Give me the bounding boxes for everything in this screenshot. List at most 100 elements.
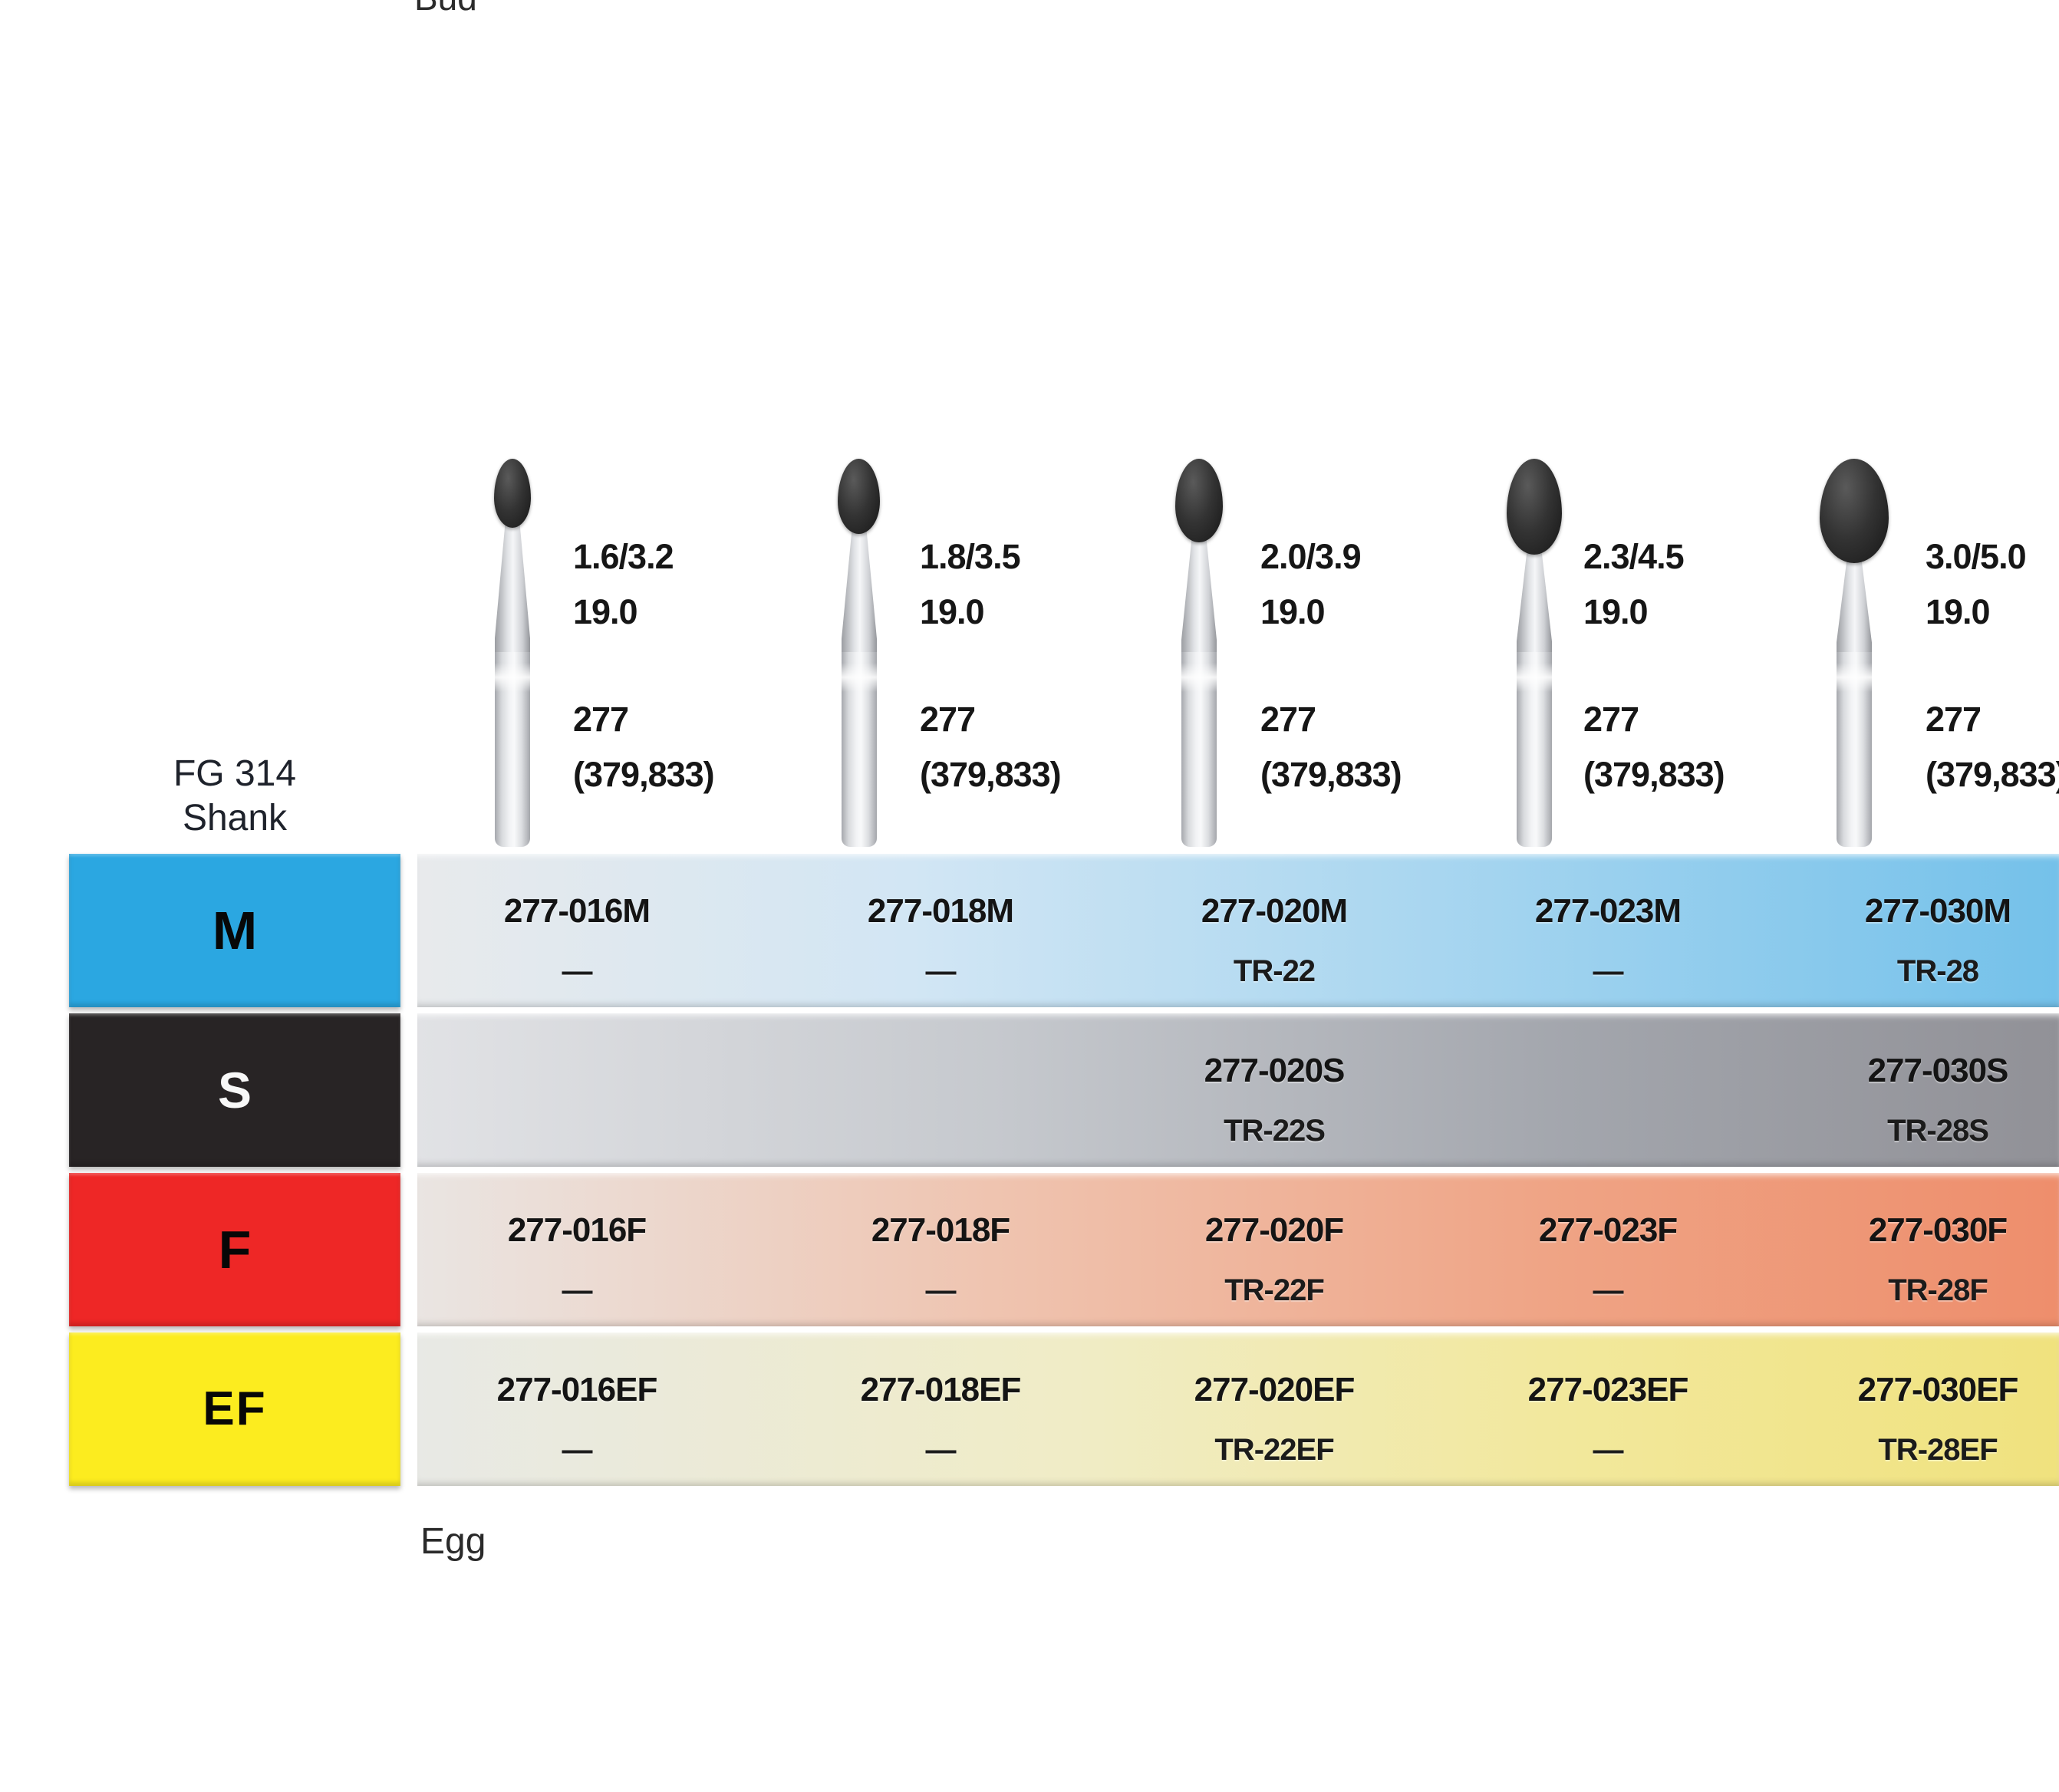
catalog-cell: 277-016F — <box>431 1173 723 1326</box>
catalog-number: 277-023EF <box>1527 1371 1689 1408</box>
bur-depth-ring <box>1181 663 1217 692</box>
trimmer-number: TR-28 <box>1896 954 1979 988</box>
iso-number: (379,833) <box>1583 755 1725 794</box>
catalog-number: 277-020M <box>1201 892 1348 930</box>
previous-shape-label-partial: Bud <box>414 0 477 15</box>
bur-depth-ring <box>1517 663 1552 692</box>
trimmer-number: TR-22S <box>1224 1114 1326 1148</box>
bur-illustration-5 <box>1820 459 1889 847</box>
bur-neck <box>1181 539 1217 654</box>
catalog-number: 277-023M <box>1534 892 1682 930</box>
shank-label-line2: Shank <box>182 798 288 838</box>
catalog-cell: 277-020F TR-22F <box>1128 1173 1420 1326</box>
trimmer-number: — <box>562 1433 593 1467</box>
catalog-cell: 277-030F TR-28F <box>1792 1173 2059 1326</box>
trimmer-number: — <box>562 954 593 988</box>
catalog-cell: 277-023F — <box>1462 1173 1754 1326</box>
model-number: 277 <box>573 700 629 739</box>
catalog-number: 277-030M <box>1864 892 2011 930</box>
bur-illustration-3 <box>1165 459 1234 847</box>
catalog-cell: 277-018M — <box>795 854 1086 1007</box>
bur-depth-ring <box>495 663 530 692</box>
trimmer-number: — <box>925 1273 957 1307</box>
catalog-cell: 277-030S TR-28S <box>1792 1013 2059 1167</box>
overall-length: 19.0 <box>1583 592 1649 631</box>
catalog-number: 277-030EF <box>1857 1371 2019 1408</box>
trimmer-number: — <box>1593 1433 1624 1467</box>
catalog-number: 277-018EF <box>860 1371 1022 1408</box>
trimmer-number: — <box>1593 954 1624 988</box>
catalog-number: 277-023F <box>1538 1211 1678 1249</box>
overall-length: 19.0 <box>1926 592 1991 631</box>
model-number: 277 <box>1583 700 1639 739</box>
trimmer-number: — <box>925 1433 957 1467</box>
bur-depth-ring <box>842 663 877 692</box>
tip-ratio: 3.0/5.0 <box>1926 537 2027 576</box>
trimmer-number: — <box>925 954 957 988</box>
catalog-number: 277-016F <box>507 1211 647 1249</box>
model-number: 277 <box>920 700 976 739</box>
model-number: 277 <box>1926 700 1982 739</box>
tip-ratio: 1.8/3.5 <box>920 537 1021 576</box>
trimmer-number: TR-22F <box>1224 1273 1325 1307</box>
catalog-number: 277-030F <box>1868 1211 2008 1249</box>
trimmer-number: TR-22EF <box>1214 1433 1334 1467</box>
catalog-cell: 277-018F — <box>795 1173 1086 1326</box>
bur-shank <box>842 652 877 847</box>
catalog-cell: 277-020EF TR-22EF <box>1128 1332 1420 1486</box>
catalog-number: 277-020F <box>1204 1211 1344 1249</box>
trimmer-number: — <box>562 1273 593 1307</box>
bur-spec-2: 1.8/3.5 19.0 277 (379,833) <box>920 539 1173 792</box>
trimmer-number: TR-28S <box>1887 1114 1989 1148</box>
iso-number: (379,833) <box>920 755 1062 794</box>
row-header-fine: F <box>69 1173 400 1326</box>
row-label: F <box>218 1220 252 1280</box>
overall-length: 19.0 <box>573 592 638 631</box>
bur-egg-head-icon <box>838 459 880 534</box>
row-band-fine: 277-016F — 277-018F — 277-020F TR-22F 27… <box>417 1173 2059 1326</box>
bur-egg-head-icon <box>1175 459 1223 542</box>
tip-ratio: 2.3/4.5 <box>1583 537 1685 576</box>
bur-egg-head-icon <box>1820 459 1889 563</box>
catalog-cell: 277-030M TR-28 <box>1792 854 2059 1007</box>
bur-shank <box>1517 652 1552 847</box>
iso-number: (379,833) <box>1260 755 1402 794</box>
catalog-cell: 277-023M — <box>1462 854 1754 1007</box>
bur-illustration-2 <box>825 459 894 847</box>
row-label: S <box>217 1062 252 1118</box>
row-band-medium: 277-016M — 277-018M — 277-020M TR-22 277… <box>417 854 2059 1007</box>
trimmer-number: TR-28F <box>1888 1273 1988 1307</box>
bur-illustration-1 <box>478 459 547 847</box>
bur-egg-head-icon <box>494 459 531 528</box>
overall-length: 19.0 <box>920 592 985 631</box>
bur-neck <box>495 525 530 654</box>
row-label: EF <box>203 1382 267 1435</box>
row-header-extra-fine: EF <box>69 1332 400 1486</box>
trimmer-number: — <box>1593 1273 1624 1307</box>
bur-spec-1: 1.6/3.2 19.0 277 (379,833) <box>573 539 826 792</box>
bur-shank <box>495 652 530 847</box>
catalog-number: 277-018M <box>867 892 1014 930</box>
bur-spec-4: 2.3/4.5 19.0 277 (379,833) <box>1583 539 1837 792</box>
catalog-cell: 277-020M TR-22 <box>1128 854 1420 1007</box>
bur-egg-head-icon <box>1507 459 1562 555</box>
catalog-number: 277-018F <box>871 1211 1010 1249</box>
catalog-number: 277-020EF <box>1194 1371 1356 1408</box>
catalog-number: 277-016M <box>503 892 651 930</box>
model-number: 277 <box>1260 700 1316 739</box>
catalog-number: 277-020S <box>1204 1052 1346 1089</box>
bur-shank <box>1837 652 1872 847</box>
bur-neck <box>842 531 877 654</box>
catalog-number: 277-016EF <box>496 1371 658 1408</box>
overall-length: 19.0 <box>1260 592 1326 631</box>
catalog-cell: 277-018EF — <box>795 1332 1086 1486</box>
row-band-super: 277-020S TR-22S 277-030S TR-28S <box>417 1013 2059 1167</box>
catalog-cell: 277-030EF TR-28EF <box>1792 1332 2059 1486</box>
tip-ratio: 1.6/3.2 <box>573 537 674 576</box>
catalog-cell: 277-016EF — <box>431 1332 723 1486</box>
bur-shank <box>1181 652 1217 847</box>
row-label: M <box>212 901 258 960</box>
bur-depth-ring <box>1837 663 1872 692</box>
catalog-cell: 277-016M — <box>431 854 723 1007</box>
